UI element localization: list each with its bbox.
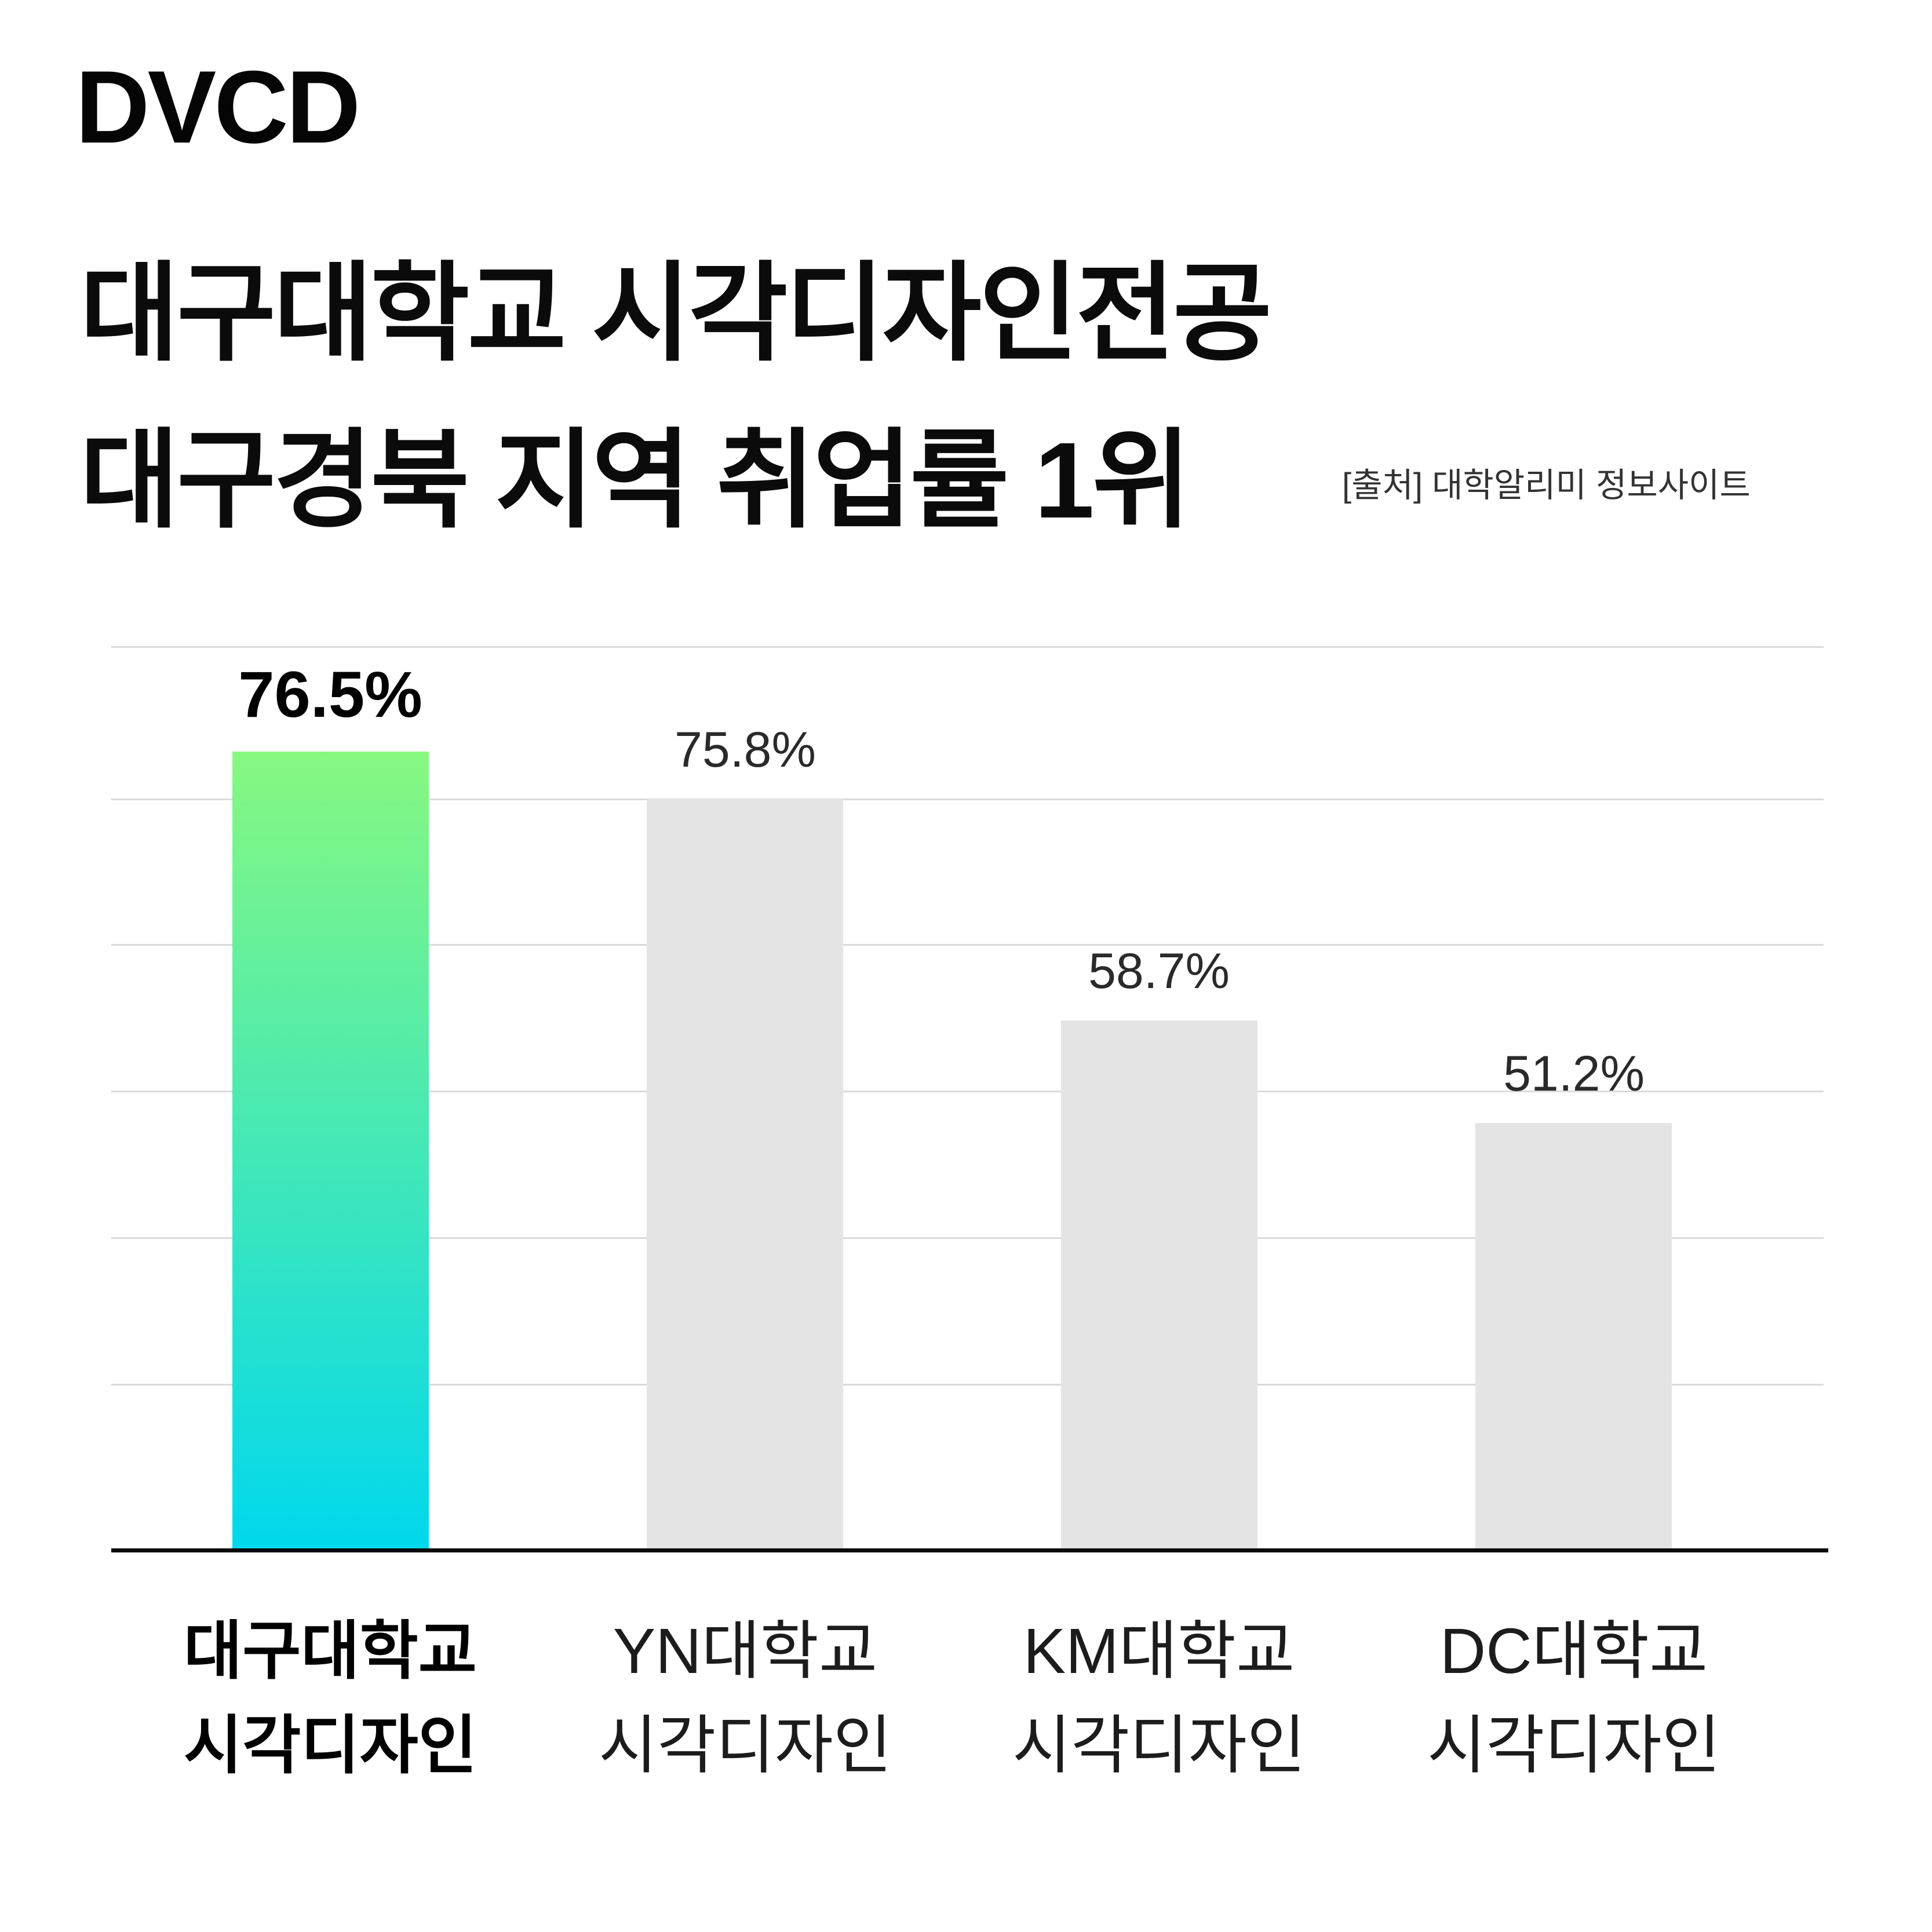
gridline [111, 799, 1824, 800]
gridline [111, 646, 1824, 648]
category-label-line2: 시각디자인 [184, 1710, 477, 1781]
category-label-line1: 대구대학교 [184, 1616, 477, 1687]
bar-km-univ [1061, 1020, 1257, 1548]
x-axis-baseline [111, 1548, 1828, 1552]
gridline [111, 1091, 1824, 1092]
category-label-line2: 시각디자인 [599, 1710, 892, 1781]
category-label-line1: DC대학교 [1439, 1616, 1708, 1687]
category-label-line2: 시각디자인 [1427, 1710, 1720, 1781]
category-label-line1: YN대학교 [613, 1616, 878, 1687]
page-title-line2: 대구경북 지역 취업률 1위 [80, 421, 1191, 541]
category-label-line2: 시각디자인 [1012, 1710, 1306, 1781]
category-label-dc-univ: DC대학교 시각디자인 [1371, 1604, 1777, 1793]
gridline [111, 1237, 1824, 1239]
category-label-line1: KM대학교 [1023, 1616, 1295, 1687]
bar-yn-univ [647, 799, 843, 1548]
value-label-yn-univ: 75.8% [675, 722, 816, 778]
category-label-yn-univ: YN대학교 시각디자인 [542, 1604, 948, 1793]
page-title: 대구대학교 시각디자인전공 대구경북 지역 취업률 1위 [80, 231, 1272, 564]
brand-logo: DVCD [75, 49, 360, 165]
gridline [111, 1384, 1824, 1386]
category-label-daegu-univ: 대구대학교 시각디자인 [127, 1604, 533, 1793]
gridline [111, 944, 1824, 946]
value-label-dc-univ: 51.2% [1503, 1046, 1645, 1102]
category-label-km-univ: KM대학교 시각디자인 [956, 1604, 1362, 1793]
value-label-daegu-univ: 76.5% [238, 658, 422, 731]
bar-daegu-univ [232, 752, 429, 1548]
source-note: [출처] 대학알리미 정보사이트 [1342, 466, 1751, 504]
bar-dc-univ [1475, 1123, 1672, 1548]
value-label-km-univ: 58.7% [1088, 943, 1230, 999]
page-title-line1: 대구대학교 시각디자인전공 [80, 254, 1272, 374]
